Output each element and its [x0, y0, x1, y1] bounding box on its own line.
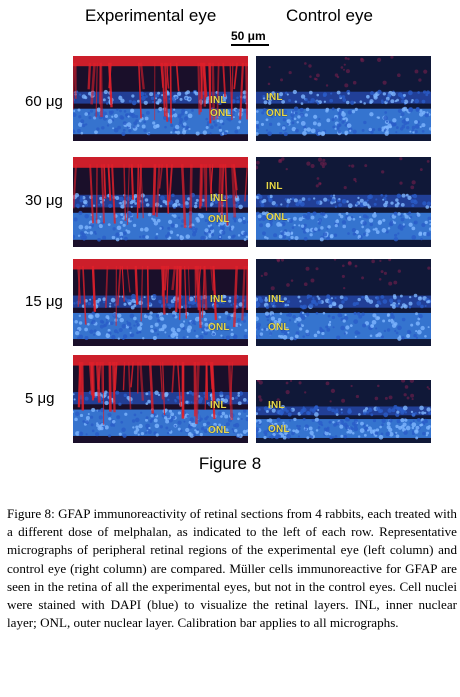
control-column-header: Control eye — [286, 6, 373, 25]
micrograph-image — [73, 355, 248, 443]
micrograph-control-30: INL ONL — [256, 157, 431, 247]
scale-bar-label: 50 μm — [231, 29, 266, 43]
inl-label: INL — [266, 181, 283, 192]
caption-label: Figure 8: — [7, 506, 55, 521]
onl-label: ONL — [208, 214, 230, 225]
dose-label-30: 30 μg — [25, 192, 63, 209]
inl-label: INL — [210, 95, 227, 106]
micrograph-image — [256, 259, 431, 346]
micrograph-experimental-60: INL ONL — [73, 56, 248, 141]
figure-caption: Figure 8: GFAP immunoreactivity of retin… — [7, 505, 457, 632]
dose-label-15: 15 μg — [25, 293, 63, 310]
micrograph-image — [73, 56, 248, 141]
inl-label: INL — [210, 400, 227, 411]
onl-label: ONL — [208, 322, 230, 333]
micrograph-control-5: INL ONL — [256, 380, 431, 443]
onl-label: ONL — [208, 425, 230, 436]
inl-label: INL — [268, 400, 285, 411]
inl-label: INL — [268, 294, 285, 305]
dose-label-60: 60 μg — [25, 93, 63, 110]
figure-title: Figure 8 — [198, 454, 262, 473]
scale-bar — [231, 44, 269, 46]
onl-label: ONL — [210, 108, 232, 119]
micrograph-experimental-15: INL ONL — [73, 259, 248, 346]
caption-text: GFAP immunoreactivity of retinal section… — [7, 506, 457, 631]
inl-label: INL — [266, 92, 283, 103]
experimental-column-header: Experimental eye — [85, 6, 217, 25]
micrograph-experimental-30: INL ONL — [73, 157, 248, 247]
micrograph-control-60: INL ONL — [256, 56, 431, 141]
micrograph-image — [73, 157, 248, 247]
micrograph-experimental-5: INL ONL — [73, 355, 248, 443]
onl-label: ONL — [268, 424, 290, 435]
micrograph-image — [73, 259, 248, 346]
onl-label: ONL — [266, 212, 288, 223]
onl-label: ONL — [268, 322, 290, 333]
micrograph-image — [256, 157, 431, 247]
onl-label: ONL — [266, 108, 288, 119]
inl-label: INL — [210, 193, 227, 204]
micrograph-image — [256, 380, 431, 443]
inl-label: INL — [210, 294, 227, 305]
micrograph-control-15: INL ONL — [256, 259, 431, 346]
dose-label-5: 5 μg — [25, 390, 55, 407]
micrograph-image — [256, 56, 431, 141]
